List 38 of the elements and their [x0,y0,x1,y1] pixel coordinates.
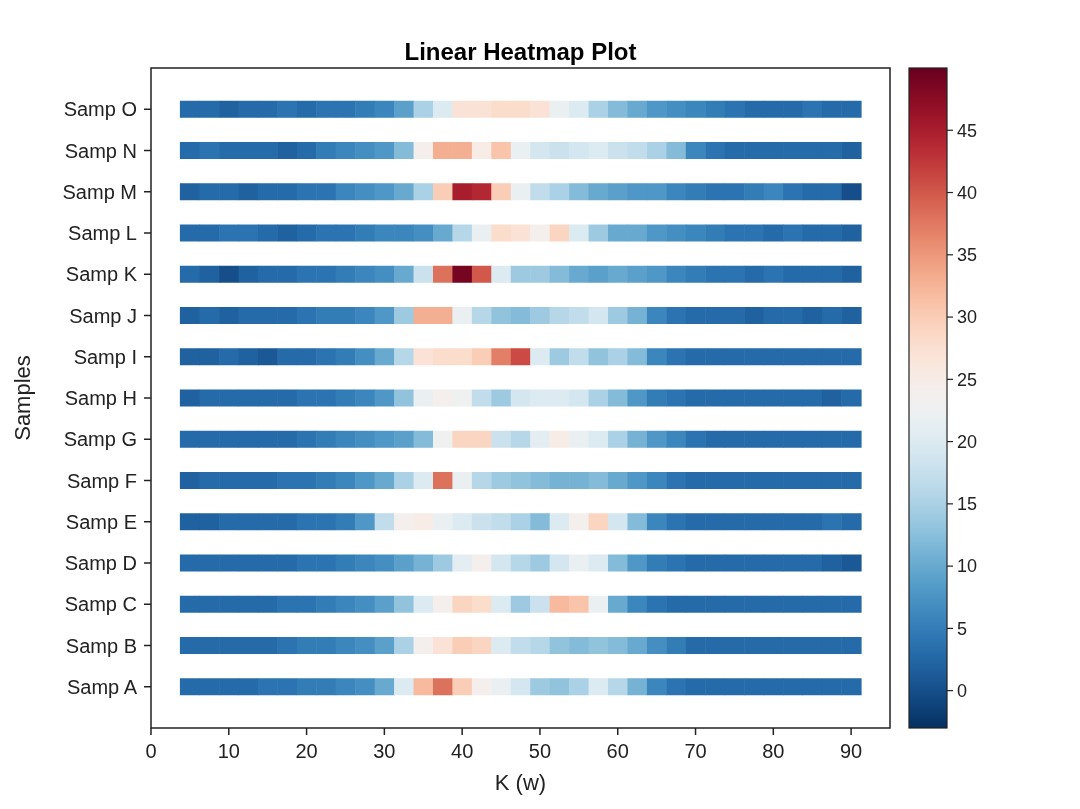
y-tick-label: Samp B [65,634,137,657]
x-tick-label: 40 [451,740,474,762]
y-axis-title: Samples [10,355,35,441]
y-tick-label: Samp J [69,304,137,327]
y-tick-label: Samp O [63,98,137,121]
x-tick-label: 80 [762,740,785,762]
x-tick-label: 20 [295,740,318,762]
x-tick-label: 30 [373,740,396,762]
color-bar-label: 10 [957,556,978,577]
x-tick-label: 90 [839,740,863,762]
y-tick-label: Samp M [62,180,137,203]
x-axis-title: K (w) [494,770,547,795]
x-tick-label: 50 [528,740,552,762]
color-bar-label: 20 [957,431,978,452]
y-tick-label: Samp A [66,675,138,698]
y-tick-label: Samp I [73,345,137,368]
y-tick-label: Samp K [65,263,138,286]
y-tick-label: Samp E [65,510,137,533]
x-tick-label: 70 [684,740,707,762]
color-bar-label: 25 [957,369,978,390]
y-tick-label: Samp N [64,139,137,162]
x-tick-label: 0 [145,740,157,762]
y-tick-label: Samp H [64,387,137,409]
color-bar-label: 35 [957,245,978,266]
chart-title: Linear Heatmap Plot [404,38,637,65]
x-tick-label: 10 [217,740,240,762]
x-tick-label: 60 [606,740,629,762]
y-tick-label: Samp L [68,222,137,244]
color-bar-label: 30 [957,307,978,328]
y-tick-label: Samp G [63,428,137,451]
color-bar-label: 45 [957,120,978,141]
y-tick-label: Samp F [66,469,137,492]
color-bar-label: 0 [957,680,968,701]
color-bar-label: 15 [957,494,978,515]
y-tick-label: Samp C [64,593,137,616]
y-tick-label: Samp D [64,552,137,574]
color-bar-label: 40 [957,182,978,203]
color-bar-label: 5 [957,618,968,639]
